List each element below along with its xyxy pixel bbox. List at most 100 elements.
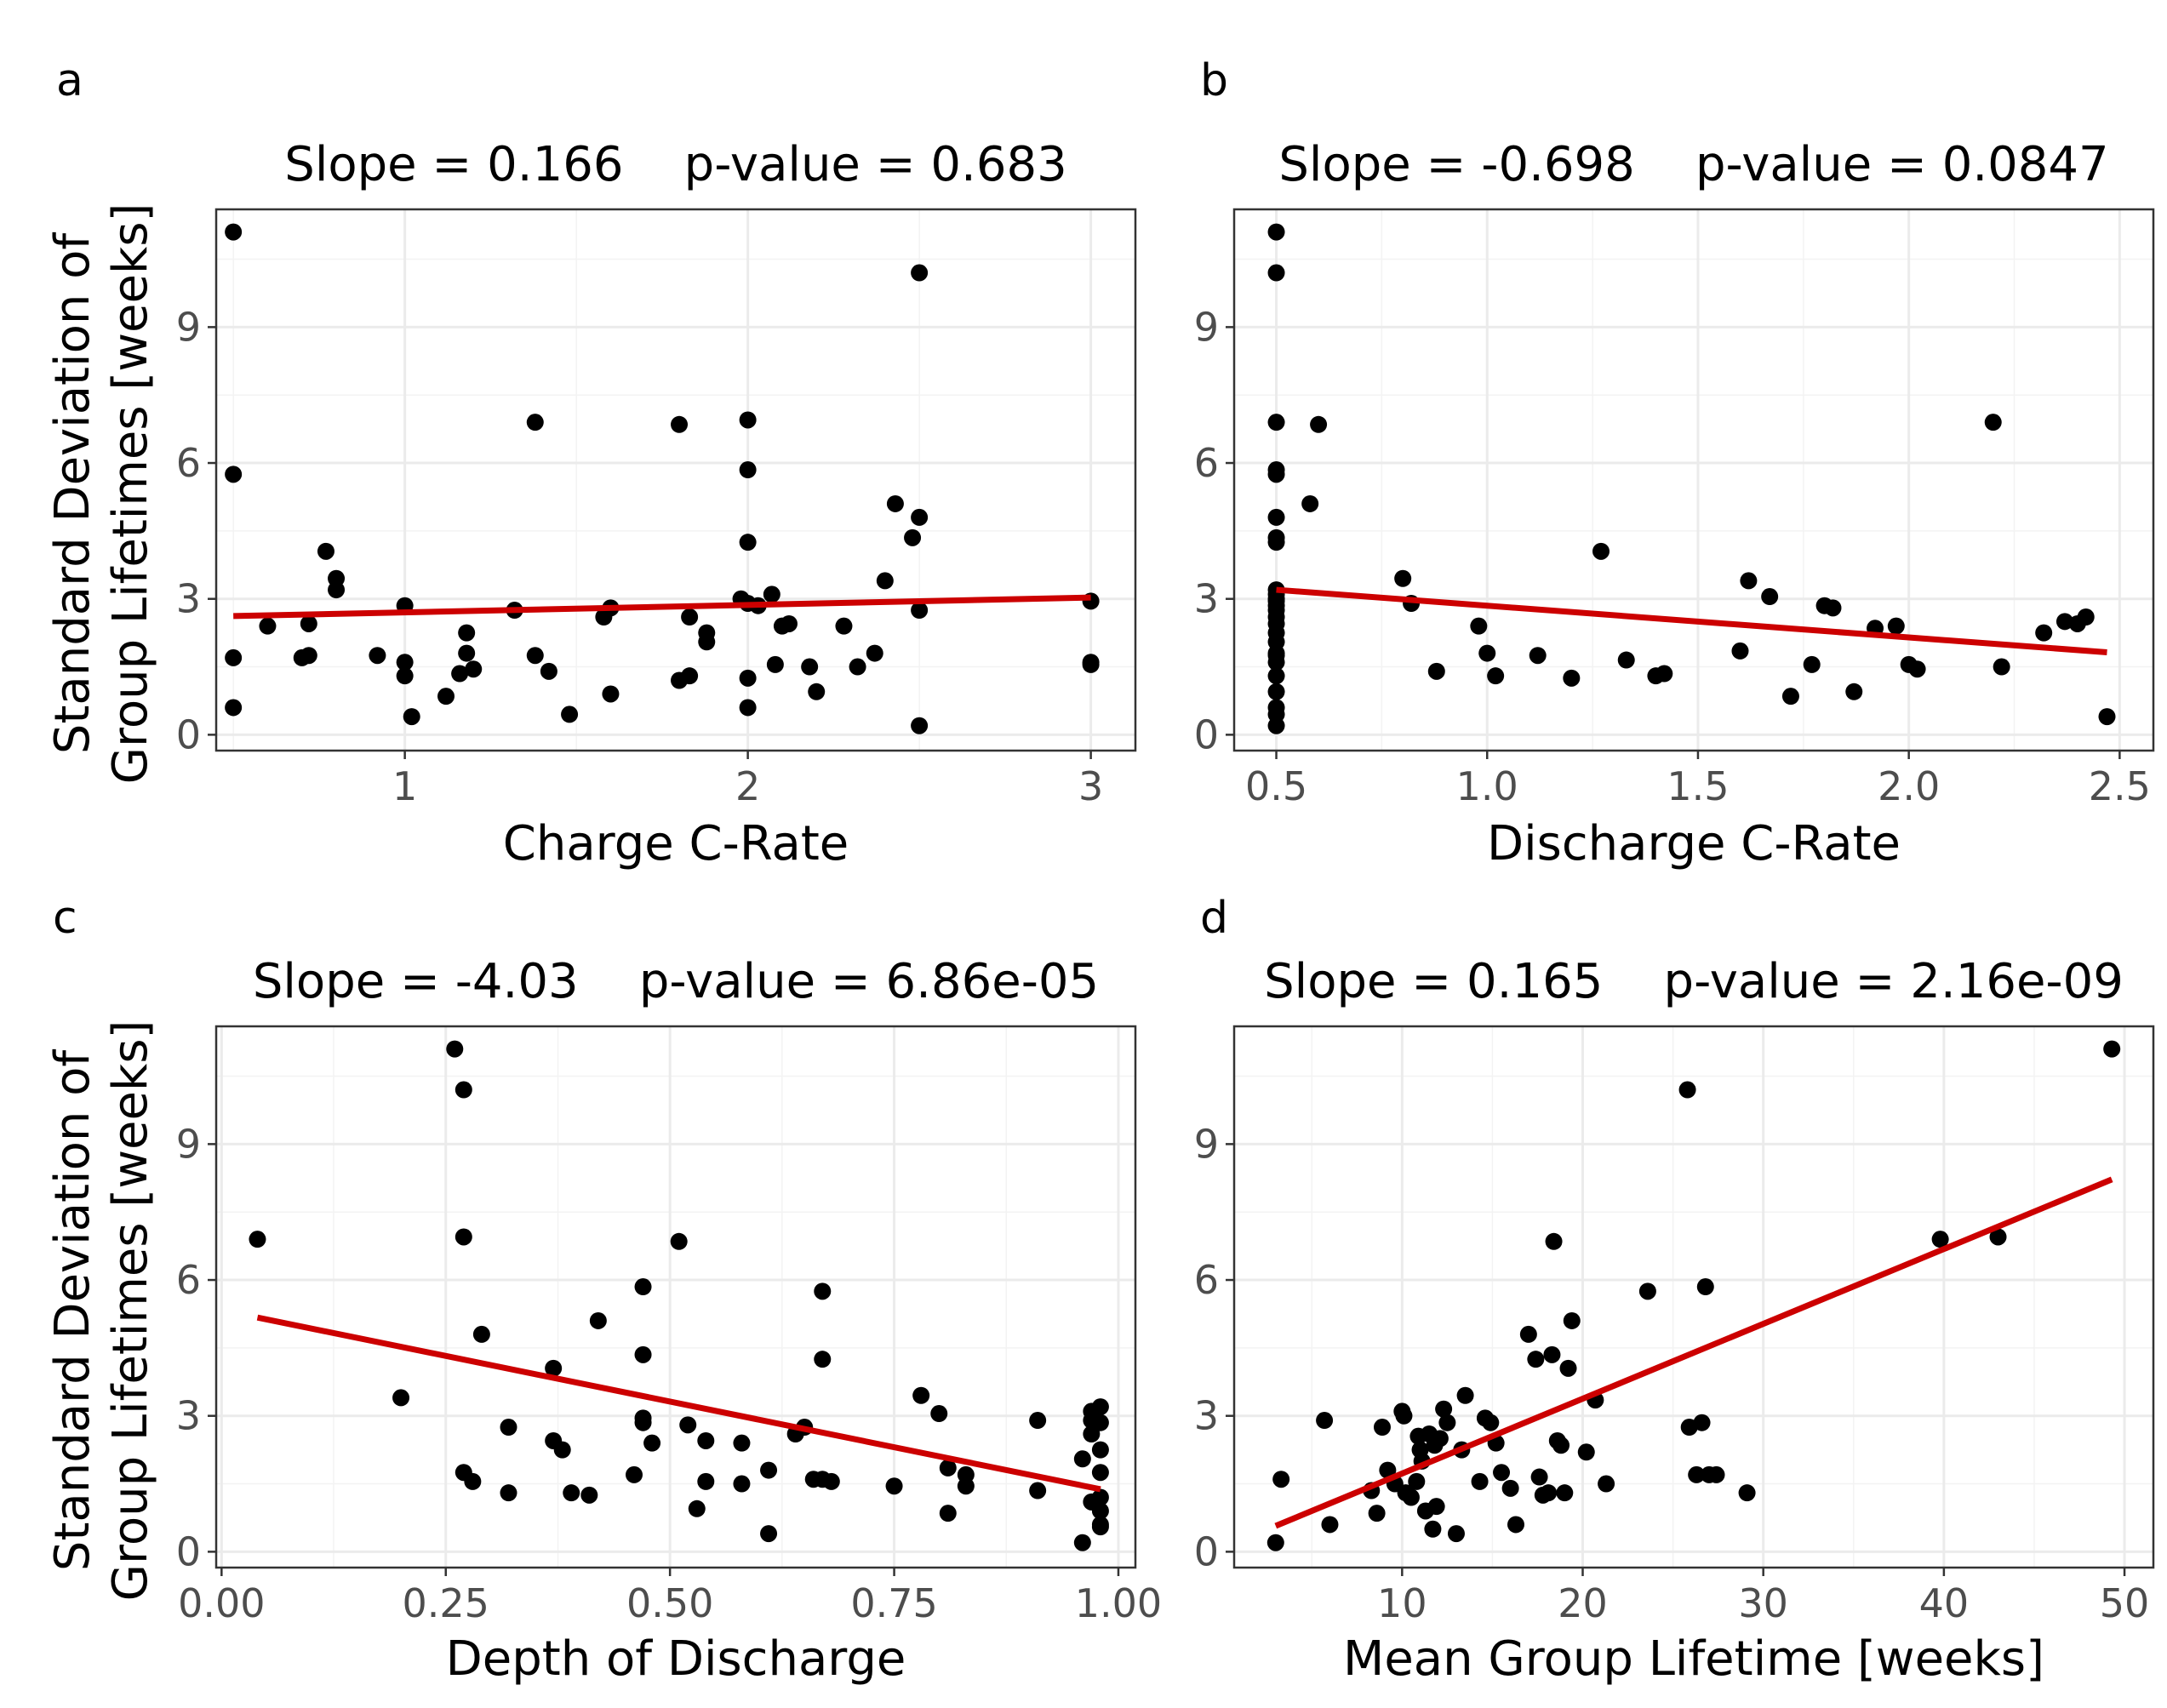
data-point-c	[1091, 1488, 1109, 1506]
data-point-a	[451, 665, 469, 683]
data-point-c	[634, 1414, 652, 1431]
data-point-a	[259, 617, 277, 635]
data-point-a	[911, 264, 929, 282]
data-point-c	[1091, 1502, 1109, 1520]
y-tick-label-a: 9	[176, 304, 201, 350]
data-point-d	[1688, 1465, 1706, 1483]
data-point-a	[300, 647, 317, 665]
data-point-b	[1267, 654, 1285, 671]
y-tick-label-d: 0	[1194, 1528, 1219, 1574]
y-tick-label-a: 3	[176, 576, 201, 622]
data-point-d	[1447, 1525, 1465, 1543]
data-point-b	[1267, 466, 1285, 483]
data-point-d	[1501, 1479, 1519, 1497]
data-point-b	[1427, 662, 1445, 680]
data-point-c	[885, 1477, 903, 1495]
data-point-b	[1740, 572, 1758, 590]
data-point-b	[2098, 708, 2116, 726]
data-point-c	[455, 1081, 472, 1099]
data-point-d	[1395, 1407, 1413, 1425]
data-point-c	[957, 1477, 975, 1495]
data-point-c	[249, 1231, 266, 1248]
plot-area-a: 1 2 3 0 3 6 9	[176, 208, 1137, 809]
data-point-b	[1267, 414, 1285, 431]
data-point-d	[1424, 1520, 1442, 1538]
data-point-d	[1540, 1484, 1558, 1502]
data-point-c	[1073, 1534, 1091, 1551]
x-tick-label-a: 2	[735, 763, 760, 809]
data-point-c	[939, 1505, 957, 1522]
panel-frame-a	[214, 208, 1137, 752]
data-point-a	[403, 708, 420, 726]
x-tick-label-b: 1.5	[1667, 763, 1729, 809]
data-point-a	[671, 415, 689, 433]
plot-area-b: 0.5 1.0 1.5 2.0 2.5 0 3 6 9	[1194, 208, 2155, 809]
data-point-d	[1482, 1414, 1500, 1431]
data-point-a	[225, 466, 243, 483]
data-point-d	[1707, 1465, 1725, 1483]
data-point-b	[1993, 658, 2010, 676]
y-axis-title-bottom-line1: Standard Deviation of	[45, 1049, 100, 1571]
y-axis-title-bottom-line2: Group Lifetimes [weeks]	[103, 1020, 158, 1602]
data-point-c	[392, 1389, 410, 1407]
data-point-a	[458, 644, 476, 662]
data-point-d	[1373, 1419, 1391, 1437]
y-tick-label-b: 3	[1194, 576, 1219, 622]
data-point-b	[1761, 588, 1779, 606]
data-point-d	[1693, 1414, 1711, 1431]
panel-letter-b: b	[1200, 55, 1228, 106]
data-point-a	[225, 223, 243, 241]
data-point-a	[317, 542, 334, 560]
panel-frame-b	[1232, 208, 2155, 752]
data-point-a	[396, 667, 414, 685]
y-tick-label-a: 6	[176, 440, 201, 486]
fit-line-b	[1276, 586, 2107, 655]
data-point-c	[814, 1282, 832, 1300]
panel-title-d: Slope = 0.165 p-value = 2.16e-09	[1264, 954, 2124, 1009]
panel-frame-d	[1232, 1025, 2155, 1569]
data-point-a	[876, 572, 894, 590]
y-tick-label-c: 3	[176, 1393, 201, 1439]
data-point-a	[526, 647, 544, 665]
data-point-c	[912, 1386, 930, 1404]
data-point-a	[849, 658, 866, 676]
plot-area-d: 10 20 30 40 50 0 3 6 9	[1194, 1025, 2155, 1626]
x-tick-label-b: 1.0	[1456, 763, 1518, 809]
data-point-c	[733, 1434, 751, 1452]
data-point-c	[1029, 1482, 1047, 1499]
x-tick-label-d: 10	[1377, 1580, 1427, 1626]
y-tick-label-d: 3	[1194, 1393, 1219, 1439]
panel-frame-c	[214, 1025, 1137, 1569]
data-point-c	[553, 1441, 571, 1459]
data-point-a	[1082, 655, 1100, 673]
data-point-c	[822, 1472, 840, 1490]
data-point-d	[1316, 1412, 1334, 1430]
data-point-a	[886, 494, 904, 512]
data-point-a	[681, 667, 699, 685]
data-point-d	[1527, 1351, 1545, 1368]
x-tick-label-c: 0.75	[850, 1580, 937, 1626]
data-point-a	[801, 658, 819, 676]
x-tick-label-c: 0.25	[403, 1580, 489, 1626]
y-tick-label-c: 9	[176, 1121, 201, 1167]
data-point-c	[643, 1434, 661, 1452]
data-point-c	[1091, 1518, 1109, 1536]
data-point-c	[545, 1359, 563, 1377]
data-point-c	[634, 1278, 652, 1296]
x-axis-title-c: Depth of Discharge	[446, 1631, 906, 1687]
x-tick-label-d: 50	[2100, 1580, 2150, 1626]
data-point-a	[904, 528, 922, 546]
data-point-b	[1394, 569, 1412, 587]
data-point-a	[225, 699, 243, 717]
data-point-b	[1803, 655, 1821, 673]
data-point-a	[465, 660, 483, 678]
data-point-c	[670, 1232, 688, 1250]
data-point-a	[739, 534, 757, 551]
data-point-d	[1545, 1232, 1563, 1250]
data-point-d	[1471, 1472, 1489, 1490]
data-point-d	[1543, 1345, 1561, 1363]
data-point-c	[1073, 1450, 1091, 1468]
data-point-b	[2056, 613, 2073, 631]
data-point-b	[1824, 599, 1842, 617]
